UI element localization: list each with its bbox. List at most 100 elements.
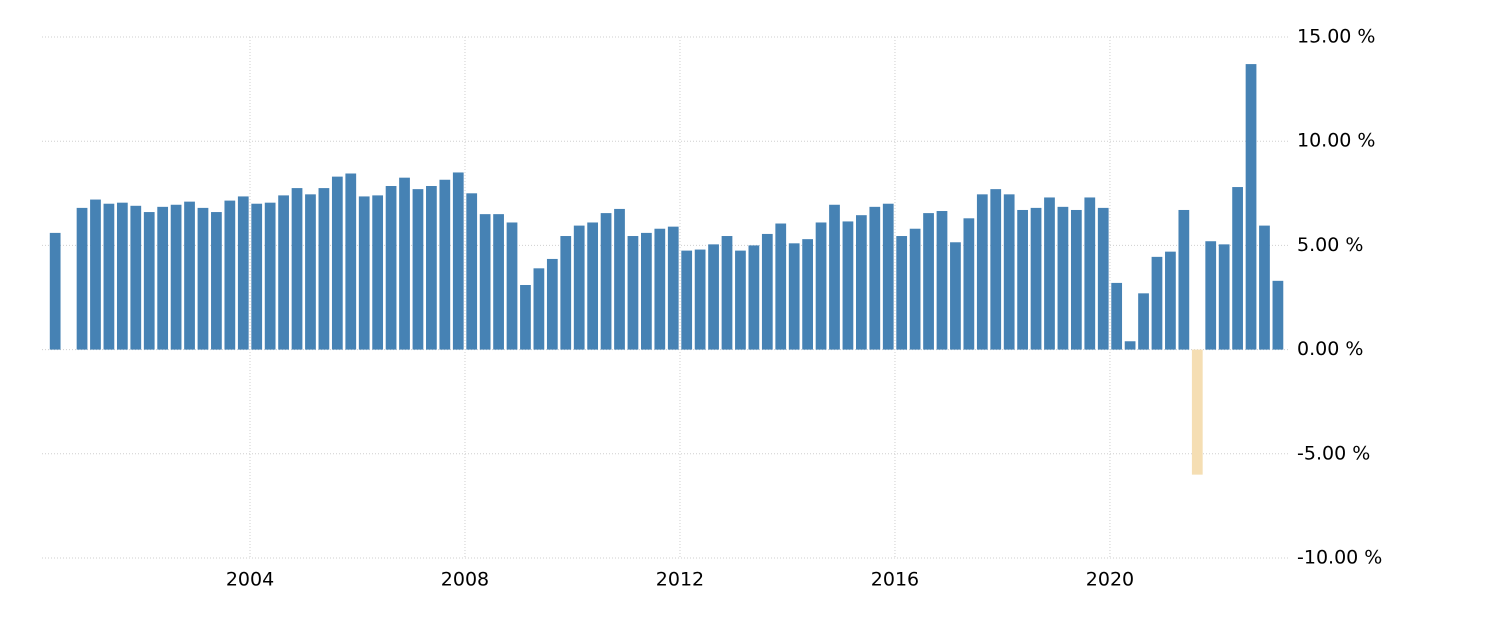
bar xyxy=(76,207,88,350)
bar xyxy=(963,218,975,350)
x-tick-label: 2020 xyxy=(1086,569,1134,591)
bar xyxy=(1218,244,1230,350)
bar xyxy=(49,232,61,350)
x-tick-label: 2016 xyxy=(871,569,919,591)
bar xyxy=(520,284,531,350)
bar xyxy=(1057,206,1069,350)
bar xyxy=(399,177,410,350)
y-tick-label: 15.00 % xyxy=(1297,26,1376,48)
bar xyxy=(466,193,478,350)
bar xyxy=(1111,282,1123,350)
bar xyxy=(909,228,921,350)
bar xyxy=(372,195,384,350)
bar xyxy=(1232,187,1243,350)
bar xyxy=(251,203,263,350)
bar xyxy=(614,208,625,350)
bar xyxy=(170,204,182,350)
y-tick-label: 10.00 % xyxy=(1297,130,1376,152)
bar xyxy=(291,188,303,350)
bar xyxy=(896,236,908,350)
bar xyxy=(721,236,733,350)
bar xyxy=(546,258,558,350)
bar xyxy=(950,242,961,350)
bar xyxy=(157,206,169,350)
bar xyxy=(452,172,464,350)
bar xyxy=(1272,280,1284,350)
bar xyxy=(1191,349,1203,475)
bar xyxy=(1178,209,1190,350)
bar xyxy=(439,179,451,350)
bar xyxy=(533,268,545,350)
y-tick-label: -5.00 % xyxy=(1297,442,1370,464)
bar xyxy=(761,233,773,350)
bar xyxy=(1165,251,1176,350)
bar xyxy=(184,201,195,350)
bar xyxy=(627,236,639,350)
bar xyxy=(1205,241,1217,350)
x-tick-label: 2004 xyxy=(226,569,274,591)
bar xyxy=(694,249,706,350)
bar xyxy=(237,196,249,350)
bar xyxy=(1017,209,1028,350)
bar xyxy=(143,212,155,350)
bar xyxy=(1259,225,1270,350)
bar xyxy=(882,203,894,350)
bar xyxy=(600,213,612,350)
bar xyxy=(788,243,800,350)
bar xyxy=(103,203,115,350)
bar xyxy=(197,207,209,350)
bar xyxy=(815,222,827,350)
bar xyxy=(708,244,719,350)
bar xyxy=(560,236,572,350)
bar xyxy=(493,214,504,350)
bar xyxy=(936,211,948,350)
bar xyxy=(829,204,840,350)
bar xyxy=(1030,207,1042,350)
y-tick-label: 5.00 % xyxy=(1297,234,1363,256)
bar xyxy=(90,199,101,350)
bar xyxy=(412,189,424,350)
bar xyxy=(345,173,357,350)
bar xyxy=(1044,197,1055,350)
bar xyxy=(1003,194,1015,350)
bar xyxy=(479,214,491,350)
bar xyxy=(1124,341,1136,350)
bar xyxy=(587,222,599,350)
bar xyxy=(1138,293,1149,350)
bar xyxy=(855,215,867,350)
bar xyxy=(305,194,316,350)
bar xyxy=(923,213,934,350)
bar xyxy=(426,186,437,350)
bar xyxy=(802,239,813,350)
bar xyxy=(331,176,343,350)
bar xyxy=(211,212,222,350)
bar xyxy=(224,200,236,350)
bar xyxy=(130,205,142,350)
bar xyxy=(990,189,1002,350)
bar xyxy=(506,222,518,350)
bar xyxy=(1245,64,1257,350)
bar xyxy=(748,245,760,350)
bar xyxy=(358,196,370,350)
bar xyxy=(681,250,693,350)
bar xyxy=(1151,256,1163,350)
bar xyxy=(385,186,397,350)
bar xyxy=(318,188,330,350)
x-tick-label: 2008 xyxy=(441,569,489,591)
bar xyxy=(116,202,128,350)
bar xyxy=(667,226,679,350)
bar xyxy=(842,221,854,350)
x-tick-label: 2012 xyxy=(656,569,704,591)
y-tick-label: 0.00 % xyxy=(1297,338,1363,360)
bar xyxy=(1070,209,1082,350)
bar xyxy=(976,194,988,350)
bar xyxy=(775,223,787,350)
bar xyxy=(735,250,746,350)
y-tick-label: -10.00 % xyxy=(1297,547,1382,569)
bar xyxy=(1097,207,1109,350)
bar xyxy=(1084,197,1096,350)
bar xyxy=(869,206,881,350)
bar xyxy=(573,225,585,350)
bar xyxy=(654,228,666,350)
